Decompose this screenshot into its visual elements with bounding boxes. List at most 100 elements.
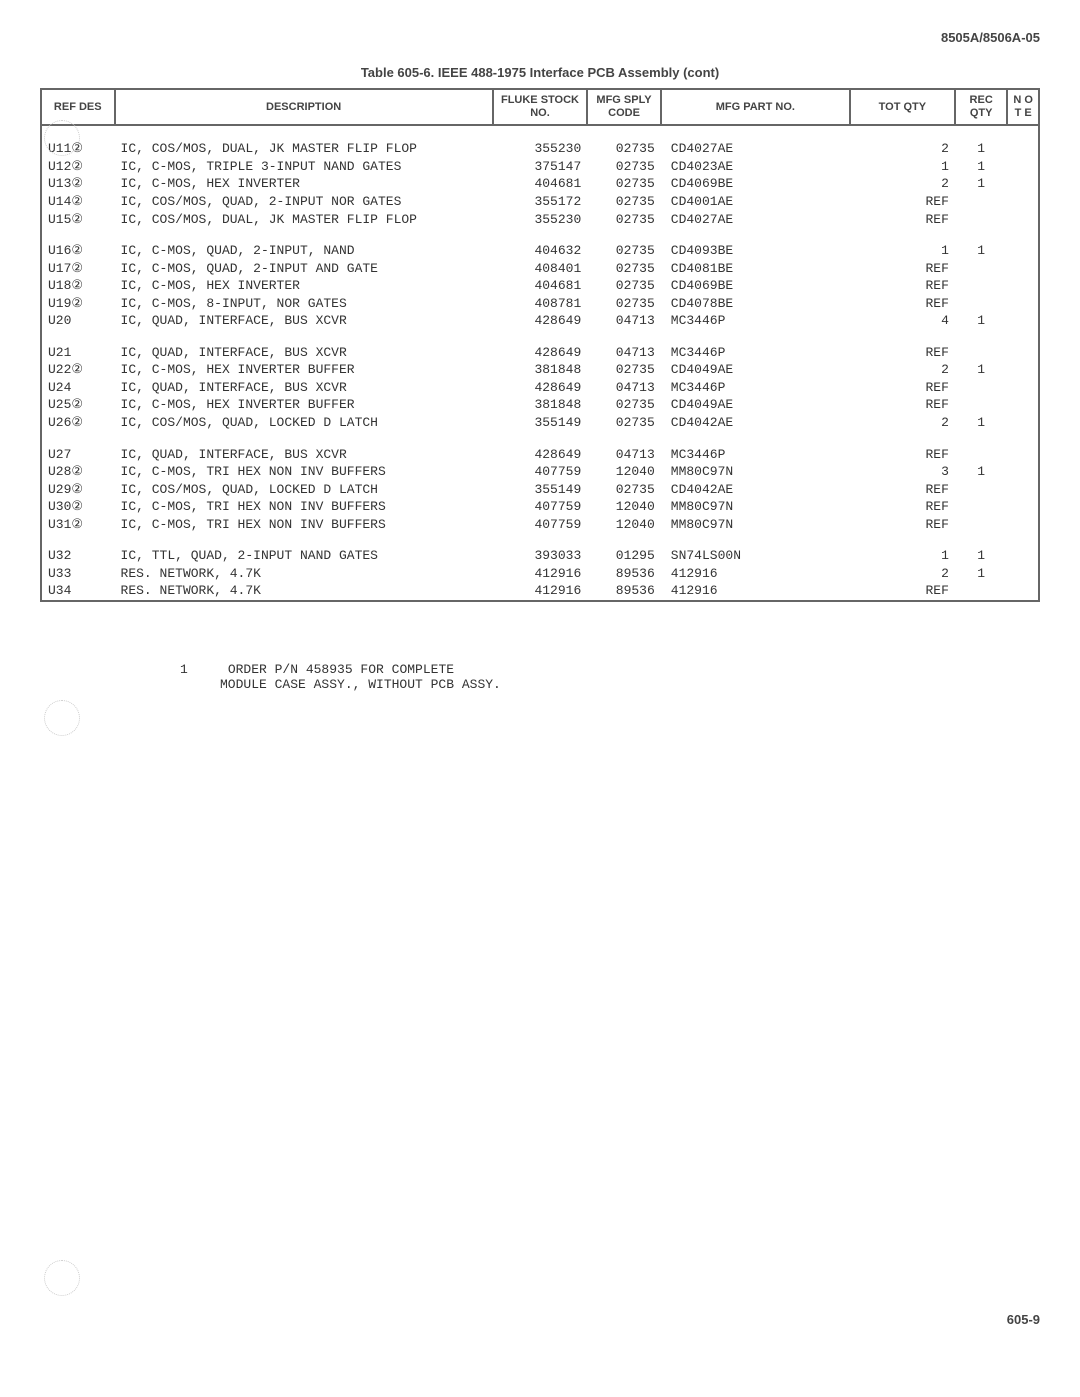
cell-sply: 02735 — [587, 295, 661, 313]
cell-sply: 89536 — [587, 582, 661, 601]
cell-rec — [955, 260, 1008, 278]
cell-rec — [955, 344, 1008, 362]
cell-rec — [955, 379, 1008, 397]
cell-part: CD4023AE — [661, 158, 850, 176]
cell-note — [1007, 379, 1039, 397]
page-number: 605-9 — [40, 1312, 1040, 1327]
cell-part: CD4069BE — [661, 175, 850, 193]
cell-note — [1007, 295, 1039, 313]
table-row: U33RES. NETWORK, 4.7K4129168953641291621 — [41, 565, 1039, 583]
cell-sply: 89536 — [587, 565, 661, 583]
cell-tot: 2 — [850, 361, 955, 379]
table-row: U14②IC, COS/MOS, QUAD, 2-INPUT NOR GATES… — [41, 193, 1039, 211]
cell-note — [1007, 344, 1039, 362]
parts-table: REF DES DESCRIPTION FLUKE STOCK NO. MFG … — [40, 88, 1040, 602]
cell-rec — [955, 396, 1008, 414]
cell-desc: IC, COS/MOS, DUAL, JK MASTER FLIP FLOP — [115, 211, 493, 229]
parts-table-body: U11②IC, COS/MOS, DUAL, JK MASTER FLIP FL… — [41, 125, 1039, 601]
cell-sply: 12040 — [587, 463, 661, 481]
table-row: U27IC, QUAD, INTERFACE, BUS XCVR42864904… — [41, 446, 1039, 464]
cell-tot: REF — [850, 498, 955, 516]
hdr-ref: REF DES — [41, 89, 115, 125]
cell-ref: U22② — [41, 361, 115, 379]
cell-stock: 404632 — [493, 242, 588, 260]
cell-sply: 04713 — [587, 446, 661, 464]
table-row: U20IC, QUAD, INTERFACE, BUS XCVR42864904… — [41, 312, 1039, 330]
table-row: U25②IC, C-MOS, HEX INVERTER BUFFER381848… — [41, 396, 1039, 414]
table-row: U31②IC, C-MOS, TRI HEX NON INV BUFFERS40… — [41, 516, 1039, 534]
cell-rec: 1 — [955, 242, 1008, 260]
table-row: U13②IC, C-MOS, HEX INVERTER40468102735CD… — [41, 175, 1039, 193]
cell-stock: 355230 — [493, 140, 588, 158]
cell-sply: 02735 — [587, 193, 661, 211]
cell-tot: REF — [850, 446, 955, 464]
cell-rec — [955, 516, 1008, 534]
cell-desc: IC, QUAD, INTERFACE, BUS XCVR — [115, 312, 493, 330]
cell-rec — [955, 481, 1008, 499]
cell-tot: REF — [850, 481, 955, 499]
cell-rec: 1 — [955, 414, 1008, 432]
cell-tot: 4 — [850, 312, 955, 330]
cell-rec — [955, 498, 1008, 516]
cell-stock: 404681 — [493, 175, 588, 193]
cell-stock: 355149 — [493, 414, 588, 432]
cell-stock: 407759 — [493, 498, 588, 516]
cell-tot: REF — [850, 396, 955, 414]
cell-part: CD4042AE — [661, 414, 850, 432]
cell-part: CD4093BE — [661, 242, 850, 260]
table-row: U19②IC, C-MOS, 8-INPUT, NOR GATES4087810… — [41, 295, 1039, 313]
cell-part: SN74LS00N — [661, 547, 850, 565]
cell-ref: U33 — [41, 565, 115, 583]
table-row: U26②IC, COS/MOS, QUAD, LOCKED D LATCH355… — [41, 414, 1039, 432]
cell-stock: 355230 — [493, 211, 588, 229]
cell-stock: 355172 — [493, 193, 588, 211]
cell-tot: 3 — [850, 463, 955, 481]
cell-desc: IC, C-MOS, HEX INVERTER BUFFER — [115, 396, 493, 414]
cell-note — [1007, 312, 1039, 330]
cell-ref: U26② — [41, 414, 115, 432]
cell-desc: IC, COS/MOS, DUAL, JK MASTER FLIP FLOP — [115, 140, 493, 158]
cell-stock: 428649 — [493, 312, 588, 330]
table-row: U17②IC, C-MOS, QUAD, 2-INPUT AND GATE408… — [41, 260, 1039, 278]
cell-stock: 408401 — [493, 260, 588, 278]
cell-note — [1007, 175, 1039, 193]
cell-note — [1007, 158, 1039, 176]
cell-note — [1007, 463, 1039, 481]
hdr-tot: TOT QTY — [850, 89, 955, 125]
cell-note — [1007, 140, 1039, 158]
cell-stock: 404681 — [493, 277, 588, 295]
cell-note — [1007, 516, 1039, 534]
cell-stock: 375147 — [493, 158, 588, 176]
cell-desc: IC, C-MOS, TRI HEX NON INV BUFFERS — [115, 463, 493, 481]
cell-tot: REF — [850, 516, 955, 534]
cell-sply: 02735 — [587, 175, 661, 193]
table-title: Table 605-6. IEEE 488-1975 Interface PCB… — [40, 65, 1040, 80]
cell-sply: 02735 — [587, 211, 661, 229]
cell-part: MM80C97N — [661, 498, 850, 516]
hdr-sply: MFG SPLY CODE — [587, 89, 661, 125]
table-row: U21IC, QUAD, INTERFACE, BUS XCVR42864904… — [41, 344, 1039, 362]
cell-ref: U28② — [41, 463, 115, 481]
cell-desc: IC, C-MOS, TRIPLE 3-INPUT NAND GATES — [115, 158, 493, 176]
cell-part: CD4049AE — [661, 396, 850, 414]
cell-part: MM80C97N — [661, 516, 850, 534]
cell-rec: 1 — [955, 361, 1008, 379]
cell-part: CD4042AE — [661, 481, 850, 499]
footnote-line1: ORDER P/N 458935 FOR COMPLETE — [228, 662, 454, 677]
cell-rec — [955, 277, 1008, 295]
table-row: U29②IC, COS/MOS, QUAD, LOCKED D LATCH355… — [41, 481, 1039, 499]
cell-desc: IC, COS/MOS, QUAD, 2-INPUT NOR GATES — [115, 193, 493, 211]
cell-rec: 1 — [955, 547, 1008, 565]
hdr-part: MFG PART NO. — [661, 89, 850, 125]
cell-sply: 02735 — [587, 140, 661, 158]
cell-stock: 412916 — [493, 582, 588, 601]
cell-note — [1007, 565, 1039, 583]
cell-desc: RES. NETWORK, 4.7K — [115, 582, 493, 601]
cell-tot: REF — [850, 379, 955, 397]
cell-tot: 2 — [850, 414, 955, 432]
cell-ref: U12② — [41, 158, 115, 176]
cell-sply: 01295 — [587, 547, 661, 565]
cell-stock: 428649 — [493, 379, 588, 397]
cell-stock: 428649 — [493, 446, 588, 464]
cell-part: MC3446P — [661, 379, 850, 397]
